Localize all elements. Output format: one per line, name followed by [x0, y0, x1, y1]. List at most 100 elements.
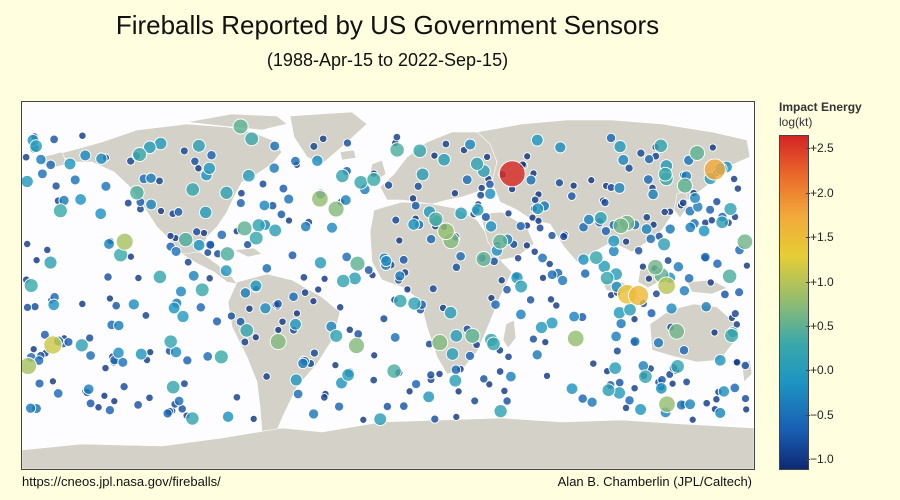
fireball-point[interactable] — [613, 182, 626, 194]
fireball-point[interactable] — [169, 345, 183, 359]
fireball-point[interactable] — [43, 245, 52, 255]
fireball-point[interactable] — [703, 158, 726, 181]
fireball-point[interactable] — [94, 207, 107, 220]
fireball-point[interactable] — [600, 226, 611, 237]
fireball-point[interactable] — [515, 308, 527, 321]
fireball-point[interactable] — [152, 269, 168, 285]
fireball-point[interactable] — [369, 375, 378, 385]
fireball-point[interactable] — [78, 299, 87, 309]
fireball-point[interactable] — [706, 278, 715, 287]
fireball-point[interactable] — [601, 383, 616, 398]
fireball-point[interactable] — [732, 358, 742, 367]
fireball-point[interactable] — [95, 152, 108, 165]
fireball-point[interactable] — [103, 238, 115, 250]
fireball-point[interactable] — [624, 395, 635, 406]
fireball-point[interactable] — [226, 311, 236, 321]
fireball-point[interactable] — [244, 131, 260, 147]
fireball-point[interactable] — [202, 161, 216, 175]
fireball-point[interactable] — [199, 205, 213, 220]
fireball-point[interactable] — [299, 273, 309, 282]
fireball-point[interactable] — [237, 188, 246, 198]
fireball-point[interactable] — [717, 385, 731, 398]
fireball-point[interactable] — [203, 248, 213, 257]
fireball-point[interactable] — [476, 190, 486, 200]
fireball-point[interactable] — [47, 298, 60, 312]
fireball-point[interactable] — [642, 213, 652, 222]
fireball-point[interactable] — [23, 278, 39, 293]
fireball-point[interactable] — [48, 377, 57, 386]
world-map[interactable] — [21, 101, 755, 470]
fireball-point[interactable] — [379, 314, 389, 324]
fireball-point[interactable] — [502, 396, 512, 406]
fireball-point[interactable] — [194, 282, 210, 298]
fireball-point[interactable] — [538, 273, 548, 282]
fireball-point[interactable] — [522, 241, 531, 250]
fireball-point[interactable] — [577, 253, 590, 266]
fireball-point[interactable] — [79, 149, 92, 162]
fireball-point[interactable] — [740, 394, 751, 404]
fireball-point[interactable] — [448, 373, 463, 388]
fireball-point[interactable] — [707, 216, 716, 225]
fireball-point[interactable] — [498, 160, 526, 188]
fireball-point[interactable] — [568, 310, 580, 323]
fireball-point[interactable] — [394, 270, 406, 282]
fireball-point[interactable] — [528, 334, 538, 344]
fireball-point[interactable] — [645, 233, 657, 245]
fireball-point[interactable] — [454, 206, 468, 221]
fireball-point[interactable] — [464, 138, 477, 151]
fireball-point[interactable] — [165, 379, 181, 395]
fireball-point[interactable] — [199, 228, 209, 238]
fireball-point[interactable] — [297, 357, 309, 370]
fireball-point[interactable] — [657, 237, 672, 252]
fireball-point[interactable] — [464, 327, 481, 344]
fireball-point[interactable] — [283, 193, 295, 205]
fireball-point[interactable] — [205, 239, 216, 250]
fireball-point[interactable] — [133, 400, 143, 410]
fireball-point[interactable] — [484, 187, 497, 200]
fireball-point[interactable] — [678, 285, 691, 297]
fireball-point[interactable] — [614, 377, 625, 388]
fireball-point[interactable] — [715, 215, 729, 229]
fireball-point[interactable] — [541, 338, 550, 347]
fireball-point[interactable] — [534, 216, 543, 225]
fireball-point[interactable] — [636, 148, 646, 158]
fireball-point[interactable] — [547, 230, 557, 241]
fireball-point[interactable] — [623, 302, 637, 317]
fireball-point[interactable] — [534, 320, 549, 335]
fireball-point[interactable] — [341, 251, 352, 263]
fireball-point[interactable] — [500, 386, 509, 396]
fireball-point[interactable] — [359, 415, 368, 424]
fireball-point[interactable] — [740, 360, 750, 371]
fireball-point[interactable] — [288, 291, 299, 302]
fireball-point[interactable] — [546, 295, 556, 304]
fireball-point[interactable] — [29, 345, 38, 354]
fireball-point[interactable] — [577, 393, 588, 404]
fireball-point[interactable] — [206, 150, 217, 161]
fireball-point[interactable] — [430, 151, 439, 160]
fireball-point[interactable] — [634, 403, 647, 416]
fireball-point[interactable] — [273, 299, 283, 309]
fireball-point[interactable] — [389, 332, 401, 343]
fireball-point[interactable] — [567, 191, 577, 201]
fireball-point[interactable] — [471, 203, 485, 217]
fireball-point[interactable] — [249, 279, 263, 293]
fireball-point[interactable] — [461, 174, 473, 186]
fireball-point[interactable] — [525, 174, 537, 186]
fireball-point[interactable] — [644, 274, 653, 283]
fireball-point[interactable] — [660, 207, 669, 217]
fireball-point[interactable] — [156, 206, 166, 216]
fireball-point[interactable] — [505, 370, 517, 383]
fireball-point[interactable] — [268, 162, 280, 174]
fireball-point[interactable] — [185, 182, 200, 197]
fireball-point[interactable] — [262, 372, 271, 381]
fireball-point[interactable] — [69, 174, 81, 186]
fireball-point[interactable] — [192, 138, 206, 153]
fireball-point[interactable] — [431, 334, 449, 352]
fireball-point[interactable] — [445, 347, 460, 361]
fireball-point[interactable] — [166, 231, 175, 240]
fireball-point[interactable] — [588, 250, 604, 265]
fireball-point[interactable] — [730, 309, 740, 319]
fireball-point[interactable] — [318, 134, 328, 144]
fireball-point[interactable] — [586, 396, 598, 408]
fireball-point[interactable] — [638, 369, 653, 384]
